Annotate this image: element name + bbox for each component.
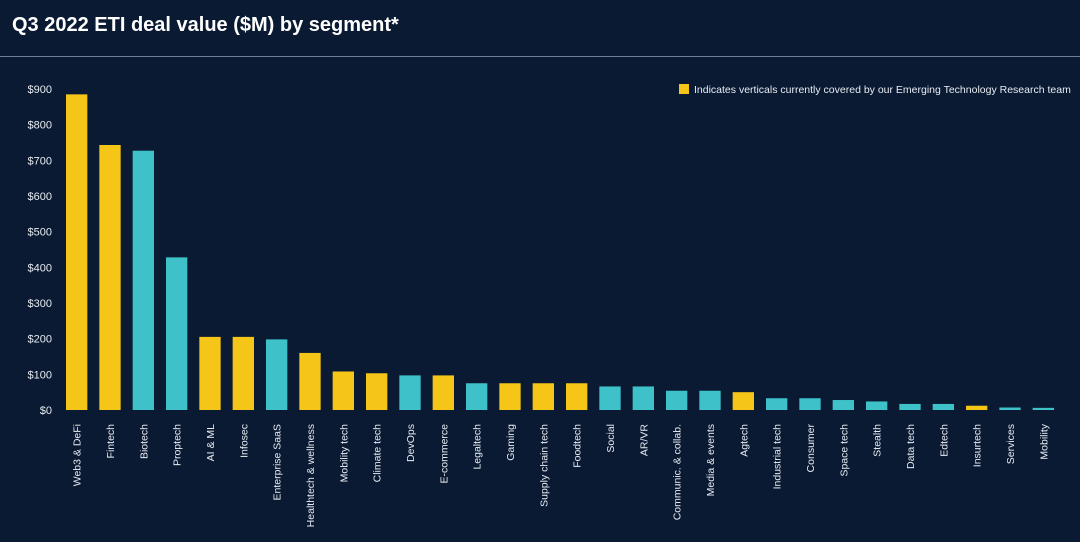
y-tick-label: $0 [40,405,52,417]
y-tick-label: $300 [28,298,52,310]
bar [99,144,121,410]
bar [232,336,254,410]
bar [66,94,88,410]
bar [532,383,554,410]
bar [566,383,588,410]
y-tick-label: $700 [28,155,52,167]
x-tick-label: Insurtech [972,424,984,467]
bar [466,383,488,410]
x-tick-label: Space tech [838,424,850,477]
legend-label: Indicates verticals currently covered by… [694,84,1071,96]
legend: Indicates verticals currently covered by… [679,84,1071,96]
x-tick-label: Web3 & DeFi [72,424,84,486]
x-tick-label: Communic. & collab. [672,424,684,520]
bar [199,336,221,410]
title-divider [0,56,1080,57]
bar [132,150,154,410]
bar [432,375,454,410]
x-tick-label: Data tech [905,424,917,469]
bar [366,373,388,410]
bar [966,405,988,410]
x-tick-label: Proptech [172,424,184,466]
x-tick-label: Media & events [705,424,717,496]
bar [399,375,421,410]
bar [632,386,654,410]
bar [1032,407,1054,410]
x-tick-label: Consumer [805,423,817,472]
x-tick-label: Agtech [738,424,750,457]
chart-title: Q3 2022 ETI deal value ($M) by segment* [12,14,399,36]
x-axis: Web3 & DeFi Fintech Biotech Proptech AI & ML… [72,423,1051,527]
x-tick-label: Social [605,424,617,453]
x-tick-label: Supply chain tech [538,424,550,507]
x-tick-label: Infosec [238,424,250,458]
bar [899,403,921,410]
y-axis: $0 $100 $200 $300 $400 $500 $600 $700 $800 $900 [28,84,52,417]
x-tick-label: Climate tech [372,424,384,483]
bar [666,390,688,410]
legend-swatch [679,84,689,94]
y-tick-label: $500 [28,227,52,239]
y-tick-label: $100 [28,369,52,381]
x-tick-label: Mobility [1038,423,1050,459]
y-tick-label: $900 [28,84,52,96]
bar [866,401,888,410]
x-tick-label: Fintech [105,424,117,459]
bar [799,398,821,410]
y-tick-label: $200 [28,334,52,346]
x-tick-label: Edtech [938,424,950,457]
x-tick-label: Healthtech & wellness [305,424,317,527]
x-tick-label: AR/VR [638,424,650,457]
x-tick-label: Enterprise SaaS [272,424,284,500]
bar [832,400,854,410]
x-tick-label: AI & ML [205,424,217,462]
bar [599,386,621,410]
y-tick-label: $400 [28,262,52,274]
bars [66,94,1054,410]
bar [732,392,754,410]
bar [932,403,954,410]
x-tick-label: Stealth [872,424,884,457]
bar [166,257,188,410]
bar [499,383,521,410]
bar [999,407,1021,410]
x-tick-label: DevOps [405,424,417,462]
bar [332,371,354,410]
y-tick-label: $600 [28,191,52,203]
x-tick-label: Foodtech [572,424,584,468]
bar [299,352,321,410]
x-tick-label: E-commerce [438,424,450,484]
x-tick-label: Mobility tech [338,424,350,483]
x-tick-label: Biotech [138,424,150,459]
x-tick-label: Legaltech [472,424,484,470]
bar [766,398,788,410]
bar [266,339,288,410]
y-tick-label: $800 [28,120,52,132]
x-tick-label: Industrial tech [772,424,784,490]
x-tick-label: Services [1005,424,1017,464]
x-tick-label: Gaming [505,424,517,461]
bar [699,390,721,410]
